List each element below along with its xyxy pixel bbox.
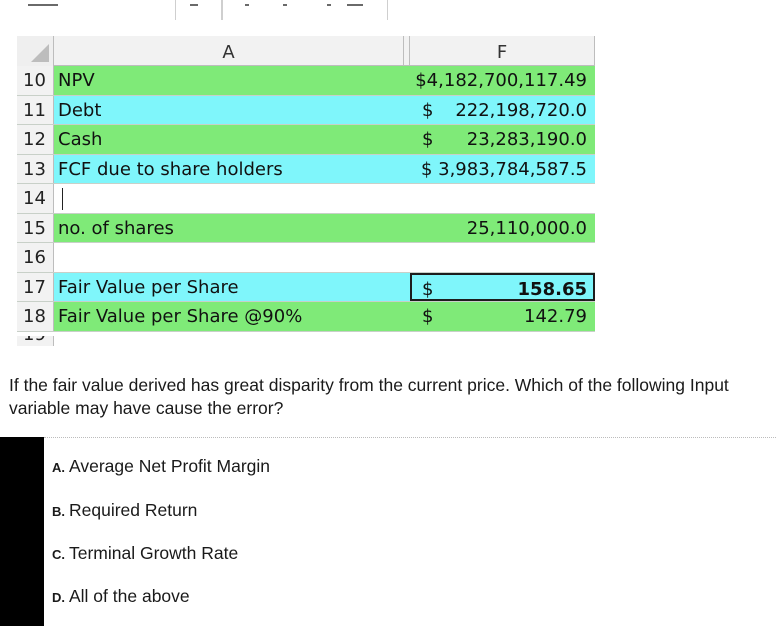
- cell-a[interactable]: NPV: [54, 66, 404, 95]
- cell-f[interactable]: [410, 184, 595, 213]
- selected-cell-f[interactable]: $158.65: [410, 272, 595, 301]
- sheet-row: 16: [17, 243, 595, 273]
- sheet-row: 12 Cash $23,283,190.0: [17, 125, 595, 155]
- column-header-f[interactable]: F: [410, 36, 595, 66]
- row-number[interactable]: 17: [17, 272, 54, 301]
- cell-hidden: [404, 154, 410, 183]
- cell-label: FCF due to share holders: [58, 158, 283, 180]
- row-number[interactable]: 11: [17, 95, 54, 124]
- cell-f[interactable]: $222,198,720.0: [410, 95, 595, 124]
- cell-hidden: [404, 95, 410, 124]
- cell-f[interactable]: $23,283,190.0: [410, 125, 595, 154]
- column-header-hidden: [404, 36, 410, 66]
- question-text: If the fair value derived has great disp…: [9, 375, 729, 418]
- row-number-cut: 19: [17, 336, 54, 346]
- cell-value: $4,182,700,117.49: [415, 70, 587, 91]
- cell-hidden: [404, 243, 410, 272]
- text-cursor: [62, 188, 63, 210]
- row-number[interactable]: 13: [17, 154, 54, 183]
- spreadsheet-screenshot: A F 10 NPV $4,182,700,117.49 11 Debt $222,198…: [17, 36, 595, 346]
- tab-fragment: [0, 0, 176, 20]
- option-a[interactable]: A. Average Net Profit Margin: [52, 456, 270, 477]
- sheet-row: 14: [17, 184, 595, 214]
- select-all-corner[interactable]: [17, 36, 54, 66]
- cell-label: NPV: [58, 70, 95, 91]
- cell-value: 23,283,190.0: [466, 129, 587, 150]
- row-number[interactable]: 15: [17, 213, 54, 242]
- cell-f[interactable]: $142.79: [410, 302, 595, 331]
- option-label: Average Net Profit Margin: [69, 456, 271, 476]
- cell-hidden: [404, 302, 410, 331]
- cell-f[interactable]: $ 3,983,784,587.5: [410, 154, 595, 183]
- row-number[interactable]: 10: [17, 66, 54, 95]
- cell-a[interactable]: [54, 243, 404, 272]
- divider: [44, 437, 776, 438]
- option-letter: B.: [52, 504, 65, 519]
- option-letter: A.: [52, 460, 65, 475]
- option-c[interactable]: C. Terminal Growth Rate: [52, 543, 238, 564]
- cell-a[interactable]: [54, 184, 404, 213]
- cell-hidden: [404, 213, 410, 242]
- option-d[interactable]: D. All of the above: [52, 586, 190, 607]
- cell-f[interactable]: 25,110,000.0: [410, 213, 595, 242]
- sheet-row: 10 NPV $4,182,700,117.49: [17, 66, 595, 96]
- option-label: Terminal Growth Rate: [69, 543, 239, 563]
- cell-a[interactable]: no. of shares: [54, 213, 404, 242]
- currency-symbol: $: [422, 278, 434, 300]
- sheet-row: 11 Debt $222,198,720.0: [17, 95, 595, 125]
- sheet-row: 18 Fair Value per Share @90% $142.79: [17, 302, 595, 332]
- cell-a[interactable]: Cash: [54, 125, 404, 154]
- cell-value: 142.79: [524, 306, 587, 327]
- row-number[interactable]: 18: [17, 302, 54, 331]
- cell-hidden: [404, 272, 410, 301]
- left-black-bar: [0, 437, 44, 626]
- row-number[interactable]: 12: [17, 125, 54, 154]
- currency-symbol: $: [422, 99, 434, 121]
- cell-label: no. of shares: [58, 217, 174, 239]
- currency-symbol: $: [422, 129, 434, 150]
- cropped-tab-strip: [0, 0, 600, 20]
- option-label: Required Return: [69, 500, 198, 520]
- cell-label: Fair Value per Share: [58, 276, 239, 298]
- cell-f[interactable]: $4,182,700,117.49: [410, 66, 595, 95]
- option-letter: C.: [52, 547, 65, 562]
- column-header-a[interactable]: A: [54, 36, 404, 66]
- cell-label: Cash: [58, 129, 103, 150]
- cell-a[interactable]: Fair Value per Share @90%: [54, 302, 404, 331]
- sheet-row: 17 Fair Value per Share $158.65: [17, 272, 595, 302]
- cell-hidden: [404, 125, 410, 154]
- cell-hidden: [404, 66, 410, 95]
- cell-value: 158.65: [517, 278, 587, 300]
- cell-a[interactable]: Fair Value per Share: [54, 272, 404, 301]
- cell-label: Fair Value per Share @90%: [58, 306, 303, 327]
- cell-hidden: [404, 184, 410, 213]
- option-b[interactable]: B. Required Return: [52, 500, 197, 521]
- cell-f[interactable]: [410, 243, 595, 272]
- cell-a[interactable]: FCF due to share holders: [54, 154, 404, 183]
- tab-fragment: [176, 0, 222, 20]
- cell-label: Debt: [58, 99, 102, 121]
- cell-value: 222,198,720.0: [455, 99, 587, 121]
- sheet-row: 15 no. of shares 25,110,000.0: [17, 213, 595, 243]
- sheet-row: 13 FCF due to share holders $ 3,983,784,58…: [17, 154, 595, 184]
- option-letter: D.: [52, 590, 65, 605]
- column-header-row: A F: [17, 36, 595, 66]
- row-number[interactable]: 16: [17, 243, 54, 272]
- cell-value: $ 3,983,784,587.5: [420, 158, 587, 180]
- option-label: All of the above: [69, 586, 190, 606]
- currency-symbol: $: [422, 306, 434, 327]
- row-number[interactable]: 14: [17, 184, 54, 213]
- cell-value: 25,110,000.0: [466, 217, 587, 239]
- cell-a[interactable]: Debt: [54, 95, 404, 124]
- tab-fragment: [222, 0, 388, 20]
